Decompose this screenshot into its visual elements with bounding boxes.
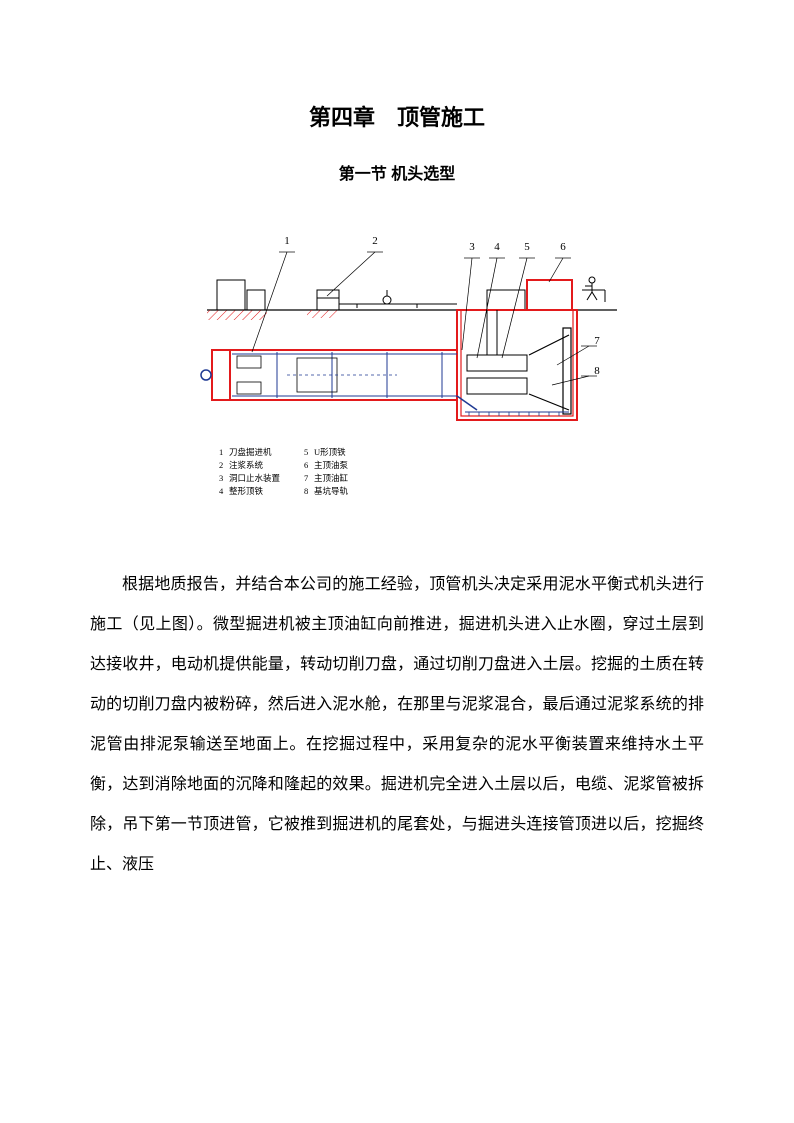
svg-text:8: 8 xyxy=(594,365,600,377)
svg-text:基坑导轨: 基坑导轨 xyxy=(314,486,349,496)
section-title: 第一节 机头选型 xyxy=(90,160,704,184)
svg-text:主顶油缸: 主顶油缸 xyxy=(314,473,349,483)
svg-text:4: 4 xyxy=(494,241,500,253)
diagram-container: 1 2 3 4 5 6 7 8 1 刀盘掘进机 2 注浆系统 3 洞口止水装置 4 整形顶铁 5 U形顶铁 6 主顶油… xyxy=(90,210,704,535)
svg-text:刀盘掘进机: 刀盘掘进机 xyxy=(229,447,272,457)
svg-text:2: 2 xyxy=(372,235,378,247)
svg-text:2: 2 xyxy=(219,460,223,470)
svg-text:注浆系统: 注浆系统 xyxy=(229,460,264,470)
svg-text:5: 5 xyxy=(524,241,530,253)
svg-text:3: 3 xyxy=(219,473,223,483)
body-paragraph: 根据地质报告，并结合本公司的施工经验，顶管机头决定采用泥水平衡式机头进行施工（见… xyxy=(90,565,704,885)
svg-text:1: 1 xyxy=(284,235,290,247)
svg-text:整形顶铁: 整形顶铁 xyxy=(229,486,264,496)
svg-text:洞口止水装置: 洞口止水装置 xyxy=(229,473,281,483)
svg-text:4: 4 xyxy=(219,486,224,496)
svg-text:U形顶铁: U形顶铁 xyxy=(314,447,346,457)
svg-text:6: 6 xyxy=(560,241,566,253)
svg-text:5: 5 xyxy=(304,447,308,457)
svg-text:6: 6 xyxy=(304,460,308,470)
chapter-title: 第四章 顶管施工 xyxy=(90,100,704,132)
svg-text:1: 1 xyxy=(219,447,223,457)
svg-text:3: 3 xyxy=(469,241,475,253)
svg-text:7: 7 xyxy=(594,335,600,347)
svg-text:8: 8 xyxy=(304,486,308,496)
svg-text:主顶油泵: 主顶油泵 xyxy=(314,460,349,470)
svg-text:7: 7 xyxy=(304,473,308,483)
pipe-jacking-diagram: 1 2 3 4 5 6 7 8 1 刀盘掘进机 2 注浆系统 3 洞口止水装置 4 整形顶铁 5 U形顶铁 6 主顶油… xyxy=(157,210,637,535)
